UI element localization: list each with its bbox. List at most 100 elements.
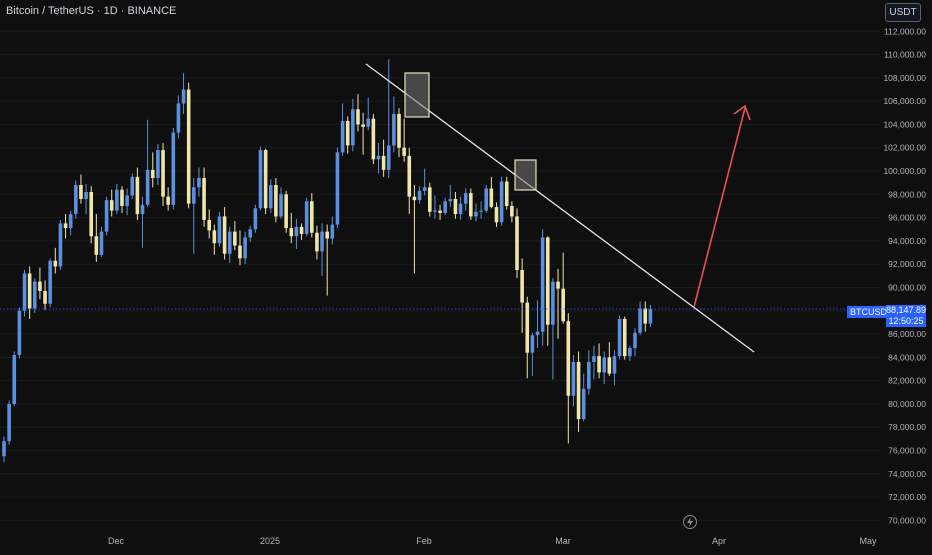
drawings-group[interactable] xyxy=(0,63,880,529)
candle-body xyxy=(135,176,140,215)
candle-body xyxy=(125,195,129,206)
candle-body xyxy=(499,181,504,223)
time-tick-label: Feb xyxy=(416,536,432,546)
candle-body xyxy=(530,335,535,353)
candle-body xyxy=(520,270,524,303)
candle-body xyxy=(340,120,345,153)
candle-body xyxy=(263,150,268,209)
lightning-icon[interactable] xyxy=(683,515,697,529)
candle-body xyxy=(386,145,391,170)
candle-body xyxy=(469,193,473,217)
last-price-value: 88,147.89 xyxy=(886,305,927,315)
candle-body xyxy=(94,236,99,255)
candle-body xyxy=(207,219,211,231)
candle-body xyxy=(268,184,273,209)
candle-body xyxy=(53,260,58,267)
time-tick-label: Apr xyxy=(712,536,726,546)
symbol-title[interactable]: Bitcoin / TetherUS · 1D · BINANCE xyxy=(6,5,177,17)
candle-body xyxy=(489,188,494,208)
candle-body xyxy=(217,216,222,244)
candle-body xyxy=(510,205,514,217)
candle-body xyxy=(27,273,32,309)
candle-body xyxy=(581,388,586,420)
price-tick-label: 90,000.00 xyxy=(888,282,926,292)
candle-body xyxy=(494,207,499,223)
candle-body xyxy=(535,331,540,336)
candle-body xyxy=(628,348,632,357)
price-tick-label: 86,000.00 xyxy=(888,329,926,339)
candle-body xyxy=(602,357,607,373)
candle-body xyxy=(366,118,371,127)
candle-body xyxy=(32,281,37,309)
candle-body xyxy=(561,288,565,322)
price-axis[interactable]: 70,000.00 72,000.00 74,000.00 76,000.00 78,0… xyxy=(880,0,932,550)
time-tick-label: May xyxy=(859,536,877,546)
price-tick-label: 106,000.00 xyxy=(883,96,926,106)
candle-body xyxy=(427,187,432,212)
candle-body xyxy=(612,356,617,374)
candle-body xyxy=(274,184,278,217)
price-tick-label: 102,000.00 xyxy=(883,143,926,153)
candle-body xyxy=(525,302,530,353)
candle-body xyxy=(186,89,191,204)
time-tick-label: Mar xyxy=(555,536,571,546)
candle-body xyxy=(130,176,135,196)
symbol-price-label: BTCUSDT xyxy=(847,306,896,318)
candle-body xyxy=(607,357,612,374)
candle-body xyxy=(222,216,227,254)
currency-button[interactable]: USDT xyxy=(885,3,921,22)
candle-body xyxy=(181,89,186,104)
candles-group xyxy=(2,59,653,463)
candle-body xyxy=(99,231,104,255)
price-tick-label: 80,000.00 xyxy=(888,399,926,409)
candle-body xyxy=(330,224,335,239)
candle-body xyxy=(463,193,468,204)
candle-body xyxy=(197,178,201,188)
candle-body xyxy=(633,332,637,349)
candle-body xyxy=(397,113,401,148)
candle-body xyxy=(458,203,463,215)
candle-body xyxy=(202,178,206,220)
candle-body xyxy=(504,181,509,206)
candle-body xyxy=(84,191,88,199)
highlight-box xyxy=(514,159,537,191)
last-price-box: 88,147.89 12:50:25 xyxy=(886,305,926,327)
candle-body xyxy=(145,169,150,205)
trendline xyxy=(365,63,755,353)
candle-body xyxy=(68,214,73,229)
candle-body xyxy=(617,318,622,357)
candle-body xyxy=(74,184,78,215)
candle-body xyxy=(474,211,478,217)
candle-body xyxy=(407,155,412,197)
candle-body xyxy=(381,155,386,170)
candle-body xyxy=(412,196,417,201)
time-axis[interactable]: Dec 2025 Feb Mar Apr May xyxy=(108,536,877,546)
candle-body xyxy=(115,189,119,211)
price-tick-label: 82,000.00 xyxy=(888,376,926,386)
candle-body xyxy=(2,441,6,457)
price-axis-background xyxy=(880,0,932,550)
candle-body xyxy=(43,290,47,304)
candle-body xyxy=(22,273,27,311)
candle-body xyxy=(325,231,329,239)
candle-body xyxy=(597,356,601,373)
price-tick-label: 110,000.00 xyxy=(884,50,926,60)
candle-body xyxy=(551,281,555,325)
time-tick-label: Dec xyxy=(108,536,125,546)
candle-body xyxy=(443,201,447,213)
candle-body xyxy=(320,231,324,252)
highlight-box xyxy=(404,72,430,118)
price-tick-label: 78,000.00 xyxy=(888,422,926,432)
candle-body xyxy=(417,190,422,201)
lightning-icon-bolt xyxy=(687,517,693,527)
candle-body xyxy=(104,200,109,232)
candle-body xyxy=(433,210,437,212)
candle-body xyxy=(58,223,63,267)
candle-body xyxy=(638,308,642,333)
arrow-head xyxy=(733,104,751,121)
candle-body xyxy=(592,356,596,362)
candle-body xyxy=(156,150,160,179)
